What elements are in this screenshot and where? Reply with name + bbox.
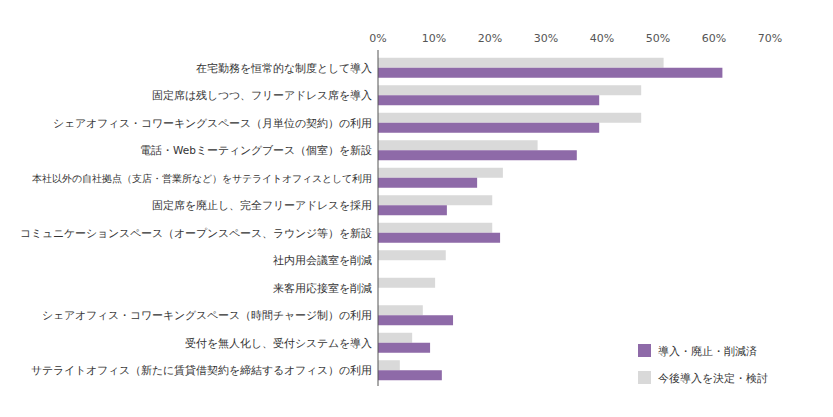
x-tick-label: 50% (646, 32, 670, 45)
bar (378, 315, 453, 325)
category-label: 受付を無人化し、受付システムを導入 (185, 337, 372, 349)
x-tick-label: 70% (758, 32, 782, 45)
category-label: サテライトオフィス（新たに賃貸借契約を締結するオフィス）の利用 (31, 364, 372, 377)
bar (378, 178, 477, 188)
bars (378, 58, 722, 381)
bar (378, 205, 447, 215)
bar (378, 68, 722, 78)
legend-swatch (638, 371, 651, 384)
legend-label: 今後導入を決定・検討 (658, 372, 768, 385)
bar (378, 85, 641, 95)
chart: 0% 10% 20% 30% 40% 50% 60% 70% 在宅勤務を恒常的な制度として導入固… (0, 0, 833, 417)
category-label: シェアオフィス・コワーキングスペース（月単位の契約）の利用 (53, 117, 372, 129)
bar (378, 195, 492, 205)
bar (378, 233, 500, 243)
category-label: 固定席は残しつつ、フリーアドレス席を導入 (152, 89, 372, 101)
bar (378, 113, 641, 123)
x-tick-label: 10% (422, 32, 446, 45)
bar (378, 150, 577, 160)
bar (378, 123, 599, 133)
bar (378, 370, 442, 380)
bar (378, 250, 446, 260)
category-label: 本社以外の自社拠点（支店・営業所など）をサテライトオフィスとして利用 (32, 173, 372, 184)
bar (378, 333, 412, 343)
bar (378, 360, 400, 370)
bar (378, 305, 423, 315)
category-label: 固定席を廃止し、完全フリーアドレスを採用 (152, 199, 372, 211)
bar (378, 58, 664, 68)
bar (378, 223, 492, 233)
legend-label: 導入・廃止・削減済 (658, 345, 757, 358)
category-label: 電話・Webミーティングブース（個室）を新設 (140, 144, 372, 156)
category-label: 来客用応接室を削減 (273, 282, 372, 294)
x-tick-label: 20% (478, 32, 502, 45)
bar (378, 168, 503, 178)
bar (378, 140, 538, 150)
y-axis-line (378, 50, 379, 386)
category-label: コミュニケーションスペース（オープンスペース、ラウンジ等）を新設 (20, 227, 372, 239)
x-tick-label: 0% (369, 32, 386, 45)
x-tick-label: 60% (702, 32, 726, 45)
x-tick-label: 30% (534, 32, 558, 45)
bar (378, 95, 599, 105)
category-label: シェアオフィス・コワーキングスペース（時間チャージ制）の利用 (42, 309, 372, 321)
bar (378, 278, 435, 288)
category-label: 社内用会議室を削減 (273, 254, 372, 266)
category-label: 在宅勤務を恒常的な制度として導入 (196, 62, 372, 74)
x-tick-label: 40% (590, 32, 614, 45)
legend: 導入・廃止・削減済今後導入を決定・検討 (638, 344, 768, 385)
legend-swatch (638, 344, 651, 357)
bar (378, 343, 430, 353)
